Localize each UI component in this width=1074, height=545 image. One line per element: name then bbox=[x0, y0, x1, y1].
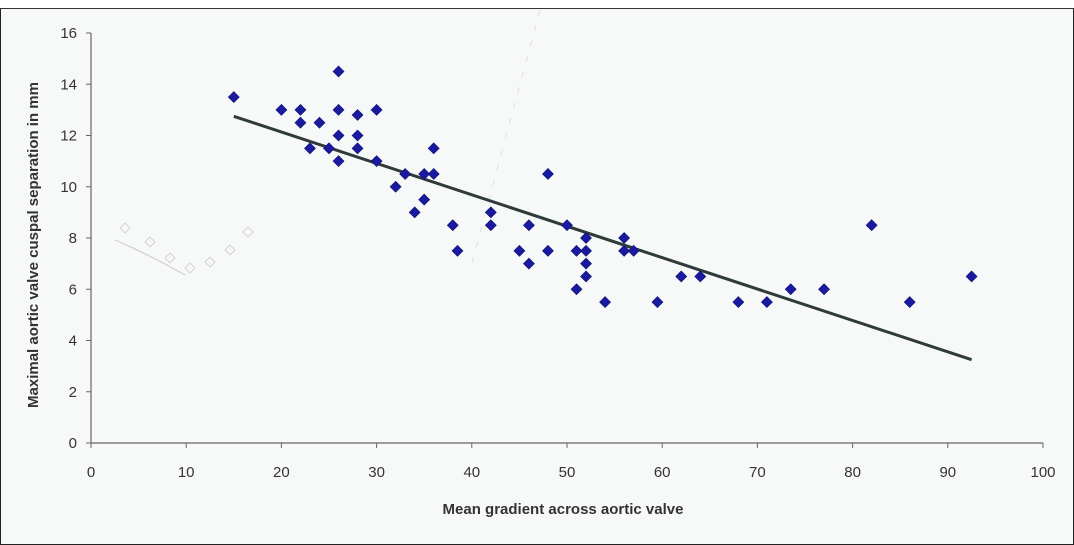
y-tick-label: 16 bbox=[60, 25, 77, 42]
data-point bbox=[784, 283, 797, 296]
data-point bbox=[370, 103, 383, 116]
y-tick-label: 2 bbox=[69, 384, 77, 401]
data-point bbox=[446, 219, 459, 232]
ghost-marker bbox=[119, 222, 131, 234]
y-tick-label: 12 bbox=[60, 128, 77, 145]
ghost-marker bbox=[184, 262, 196, 274]
data-point bbox=[451, 244, 464, 257]
x-tick-label: 20 bbox=[273, 464, 290, 481]
x-tick-label: 100 bbox=[1030, 464, 1055, 481]
data-point bbox=[427, 142, 440, 155]
data-point bbox=[323, 142, 335, 155]
x-tick-label: 40 bbox=[463, 464, 480, 481]
y-tick-label: 10 bbox=[60, 179, 77, 196]
data-point bbox=[351, 109, 364, 121]
x-tick-label: 70 bbox=[749, 464, 766, 481]
trendline bbox=[233, 114, 973, 362]
data-point bbox=[570, 283, 583, 296]
ghost-marker bbox=[144, 236, 156, 248]
data-point bbox=[332, 103, 345, 116]
chart-axes bbox=[86, 32, 1044, 448]
data-point bbox=[651, 296, 664, 308]
faint-background-artifacts bbox=[114, 9, 541, 276]
x-axis-title: Mean gradient across aortic valve bbox=[443, 501, 684, 518]
data-point bbox=[627, 244, 640, 257]
y-tick-label: 8 bbox=[69, 230, 77, 247]
data-point bbox=[351, 142, 364, 155]
y-axis-title: Maximal aortic valve cuspal separation i… bbox=[25, 82, 42, 408]
data-point bbox=[580, 270, 592, 283]
ghost-marker bbox=[164, 252, 176, 264]
data-point bbox=[484, 219, 497, 232]
data-point bbox=[522, 219, 535, 232]
data-point bbox=[418, 193, 431, 206]
data-point bbox=[580, 244, 592, 257]
data-points bbox=[227, 65, 978, 308]
data-point bbox=[599, 296, 612, 308]
data-point bbox=[522, 257, 535, 270]
data-point bbox=[399, 168, 412, 180]
x-tick-label: 90 bbox=[939, 464, 956, 481]
y-tick-label: 0 bbox=[69, 435, 77, 452]
data-point bbox=[332, 129, 345, 142]
data-point bbox=[304, 142, 316, 155]
trendline-group bbox=[233, 114, 973, 362]
ghost-marker bbox=[224, 244, 236, 256]
data-point bbox=[418, 168, 431, 180]
y-tick-label: 6 bbox=[69, 281, 77, 298]
ghost-stroke bbox=[114, 239, 186, 276]
data-point bbox=[618, 232, 631, 244]
window-top-edge bbox=[0, 0, 1074, 9]
data-point bbox=[760, 296, 773, 308]
data-point bbox=[351, 129, 364, 142]
x-tick-label: 10 bbox=[178, 464, 195, 481]
data-point bbox=[542, 244, 554, 257]
data-point bbox=[818, 283, 830, 296]
ghost-marker bbox=[242, 226, 254, 238]
data-point bbox=[561, 219, 573, 232]
ghost-stroke bbox=[469, 9, 541, 271]
data-point bbox=[294, 116, 307, 129]
tick-labels: 0 10 20 30 40 50 60 70 80 90 100 0 2 4 6 8 10 12 14 16 bbox=[60, 25, 1055, 481]
data-point bbox=[965, 270, 978, 283]
data-point bbox=[275, 103, 288, 116]
data-point bbox=[294, 103, 307, 116]
data-point bbox=[580, 257, 592, 270]
data-point bbox=[580, 232, 592, 244]
data-point bbox=[675, 270, 688, 283]
ghost-marker bbox=[204, 256, 216, 268]
data-point bbox=[903, 296, 916, 308]
data-point bbox=[513, 244, 526, 257]
data-point bbox=[332, 65, 345, 78]
data-point bbox=[370, 155, 383, 168]
data-point bbox=[408, 206, 421, 219]
data-point bbox=[484, 206, 497, 219]
data-point bbox=[618, 244, 631, 257]
data-point bbox=[389, 180, 402, 193]
y-tick-label: 4 bbox=[69, 333, 77, 350]
x-tick-label: 60 bbox=[654, 464, 671, 481]
x-tick-label: 30 bbox=[368, 464, 385, 481]
x-tick-label: 80 bbox=[844, 464, 861, 481]
data-point bbox=[865, 219, 878, 232]
data-point bbox=[227, 91, 240, 103]
data-point bbox=[694, 270, 707, 283]
data-point bbox=[732, 296, 745, 308]
data-point bbox=[313, 116, 326, 129]
data-point bbox=[570, 244, 583, 257]
y-tick-label: 14 bbox=[60, 76, 77, 93]
data-point bbox=[542, 168, 554, 180]
data-point bbox=[427, 168, 440, 180]
data-point bbox=[332, 155, 345, 168]
x-tick-label: 50 bbox=[559, 464, 576, 481]
x-tick-label: 0 bbox=[87, 464, 95, 481]
